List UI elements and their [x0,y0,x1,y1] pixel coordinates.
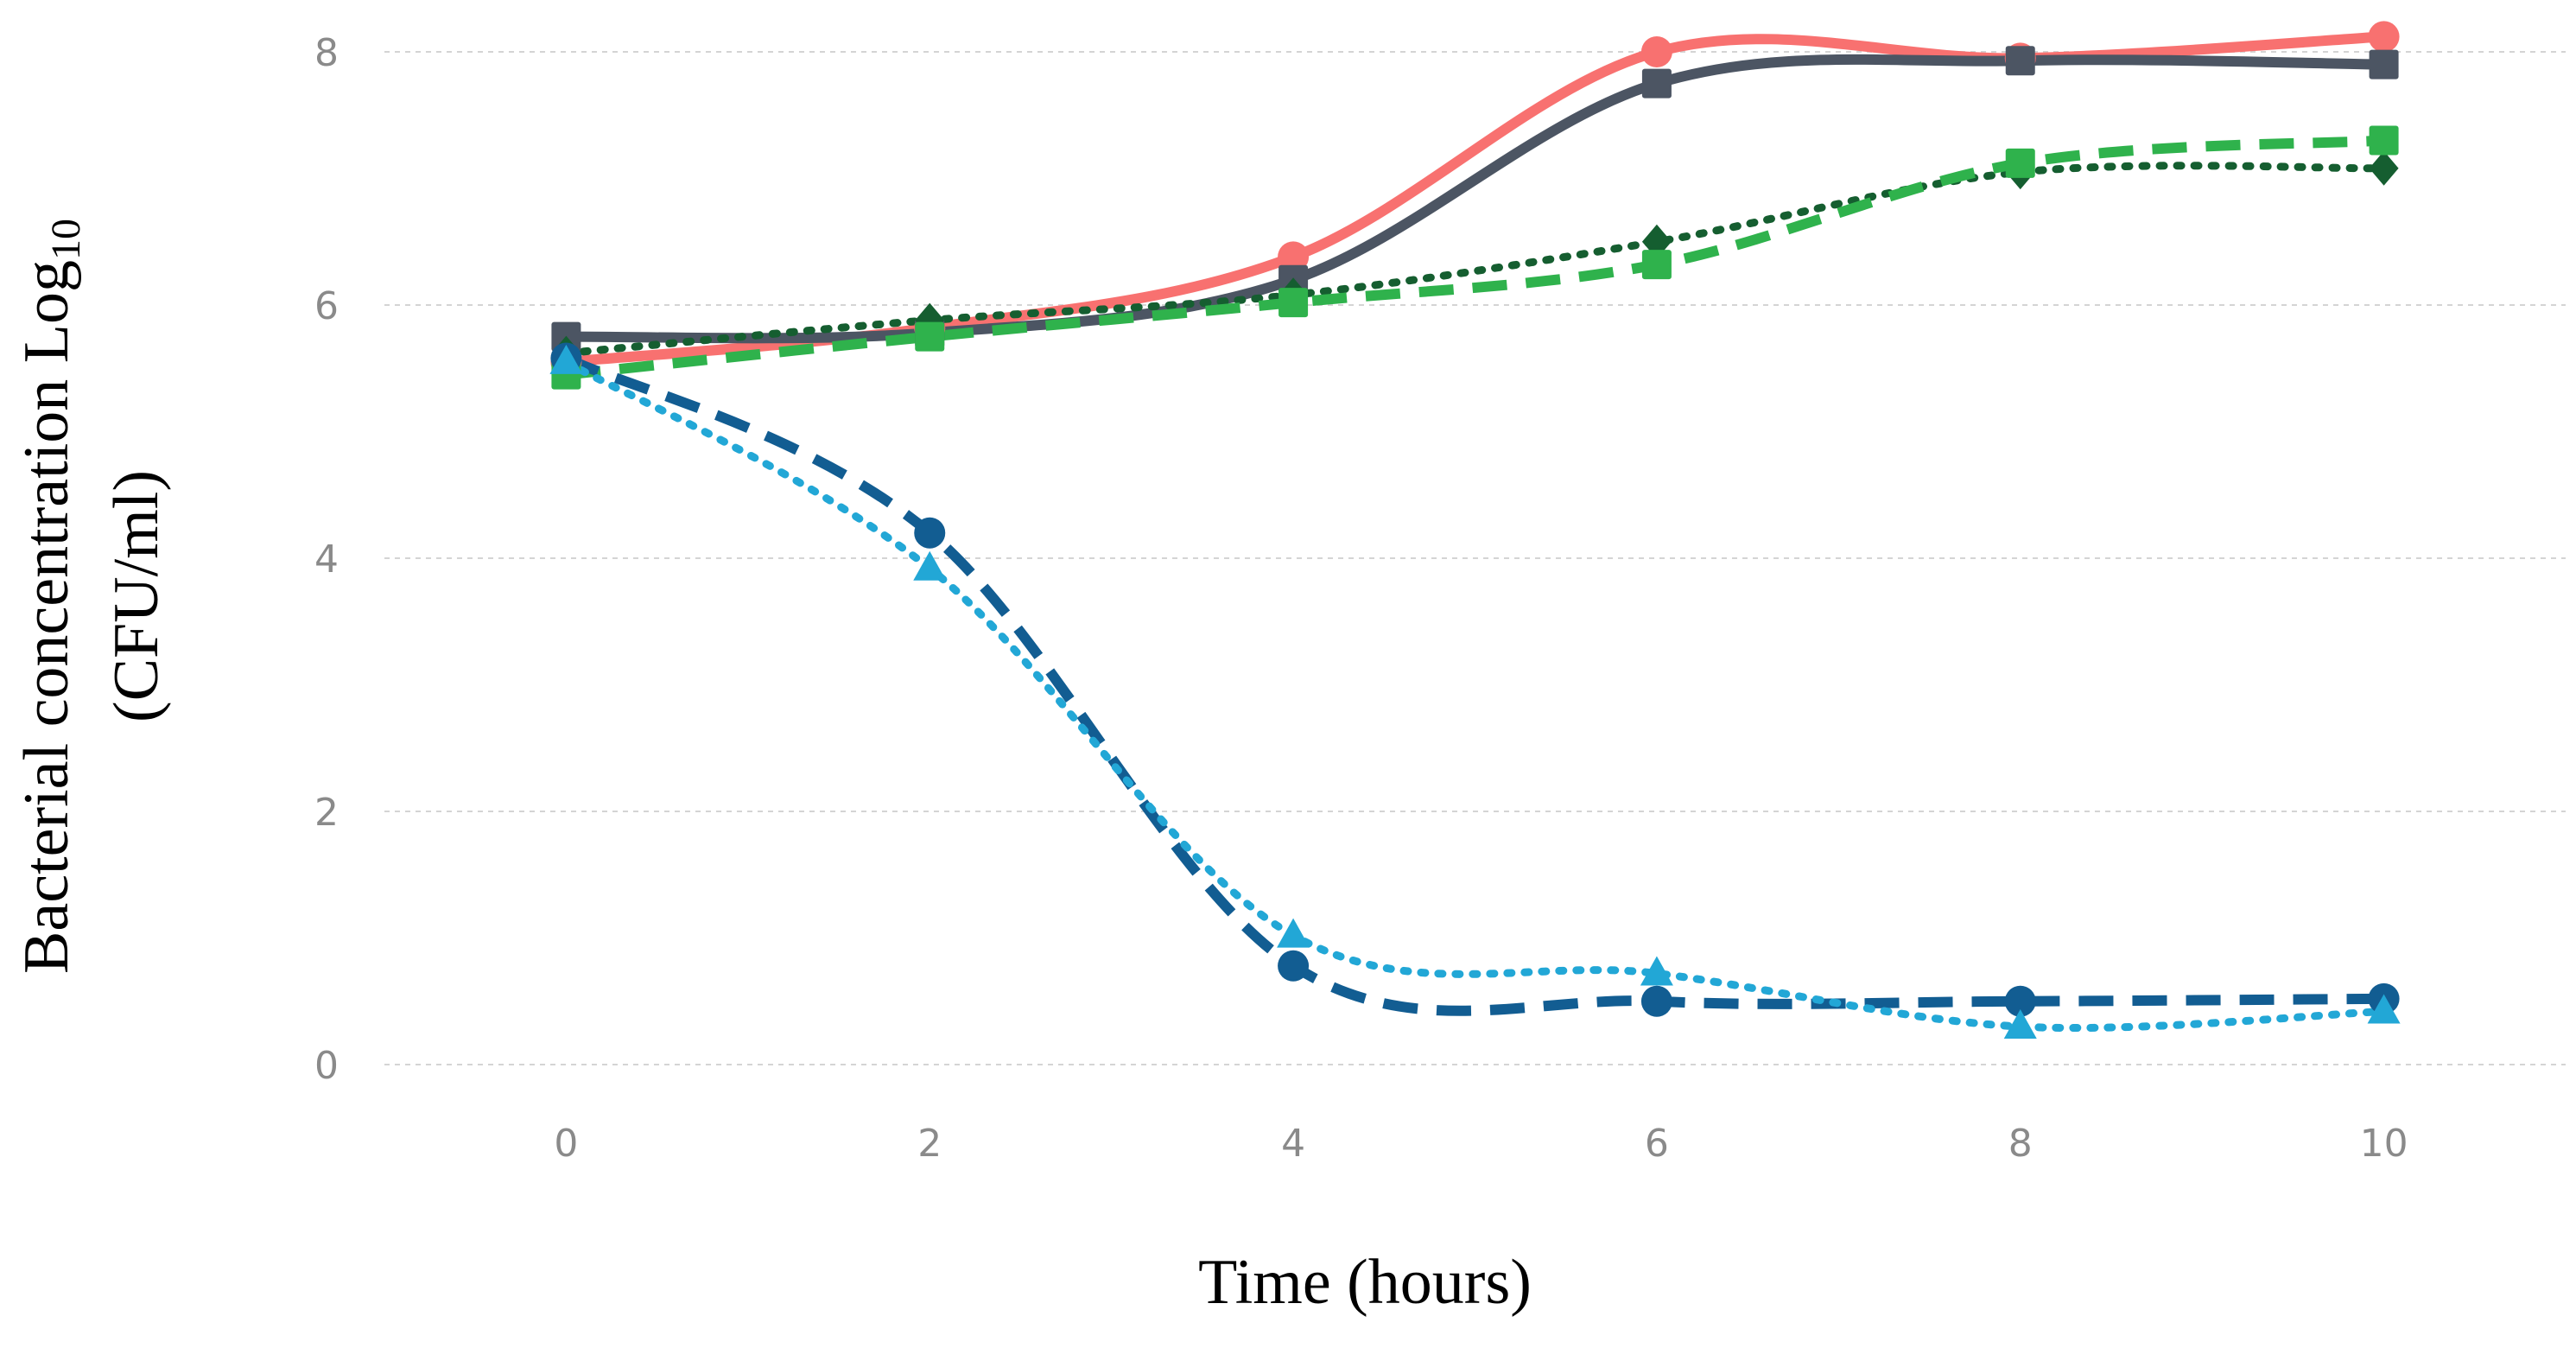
data-point [2367,994,2401,1024]
data-point [1278,241,1310,273]
x-tick-label: 2 [917,1122,942,1166]
data-point [1641,68,1672,99]
data-point [1640,956,1673,986]
y-axis-title-subscript: 10 [43,219,89,260]
series-line-6 [562,358,2389,1033]
series-markers [549,21,2401,1040]
y-tick-label: 0 [314,1044,339,1088]
y-axis-title-main: Bacterial concentration Log [11,260,82,974]
data-point [913,550,947,581]
x-tick-label: 0 [554,1122,578,1166]
x-tick-label: 10 [2360,1122,2408,1166]
data-point [2369,125,2399,156]
x-tick-label: 8 [2008,1122,2033,1166]
series-line-2 [561,54,2389,344]
x-tick-label: 6 [1645,1122,1669,1166]
data-point [1641,250,1672,280]
x-tick-labels: 0 2 4 6 8 10 [554,1122,2408,1166]
y-tick-label: 6 [314,284,339,328]
series-lines [561,31,2389,1033]
y-tick-label: 4 [314,537,339,582]
data-point [2369,49,2399,79]
data-point [549,344,583,374]
gridlines [384,51,2566,1065]
y-tick-labels: 0 2 4 6 8 [314,31,339,1088]
data-point [1278,950,1310,982]
y-tick-label: 8 [314,31,339,75]
data-point [2005,148,2035,178]
y-axis-title-unit: (CFU/ml) [101,470,172,722]
y-tick-label: 2 [314,791,339,835]
data-point [1640,36,1672,67]
x-tick-label: 4 [1281,1122,1305,1166]
data-point [2005,46,2035,76]
x-axis-title: Time (hours) [1198,1247,1532,1318]
y-axis-title: Bacterial concentration Log10 [11,219,89,974]
data-point [914,517,946,549]
data-point [915,321,945,352]
data-point [1277,918,1310,948]
data-point [2368,21,2400,53]
data-point [2003,1009,2037,1040]
data-point [2004,985,2036,1017]
series-line-5 [563,353,2384,1016]
series-line-1 [561,31,2389,367]
series-line-4 [565,135,2384,380]
data-point [1278,288,1309,318]
series-line-3 [562,162,2389,358]
data-point [1640,985,1672,1017]
data-point [2369,150,2399,186]
